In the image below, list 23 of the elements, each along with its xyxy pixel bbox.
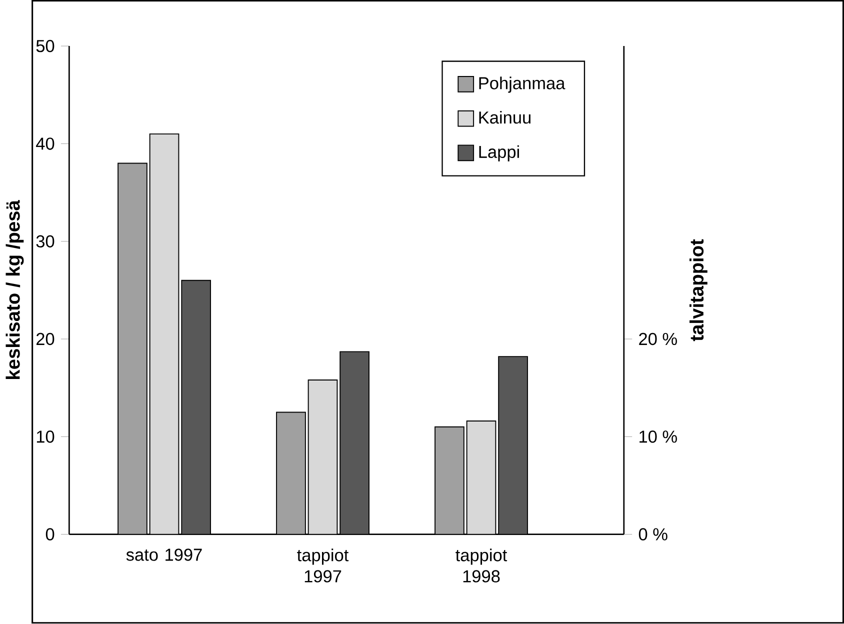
legend-label: Kainuu [479,111,530,124]
y2-tick-label: 10 % [640,430,677,443]
x-tick-label: tappiot 1998 [456,548,508,583]
legend-label: Lappi [479,145,519,162]
y-tick-label: 10 [36,430,54,443]
y-tick-label: 50 [36,40,54,52]
bar [181,280,211,534]
x-tick-label: sato 1997 [126,548,202,562]
x-tick-label: tappiot 1997 [297,548,349,583]
y2-tick-label: 0 % [638,528,668,541]
y-axis-title: keskisato / kg /pesä [6,200,24,380]
bar [118,162,148,534]
y2-axis-title: talvitappiot [689,239,708,342]
y-tick-label: 40 [36,138,54,150]
bar [340,351,370,534]
y2-tick-label: 20 % [639,333,677,346]
bar [434,426,464,534]
y-tick-label: 0 [46,528,54,541]
y-tick-label: 30 [36,235,54,248]
legend-label: Pohjanmaa [479,76,566,93]
bar [276,412,306,534]
bar [498,356,528,534]
y-tick-label: 20 [36,333,54,346]
